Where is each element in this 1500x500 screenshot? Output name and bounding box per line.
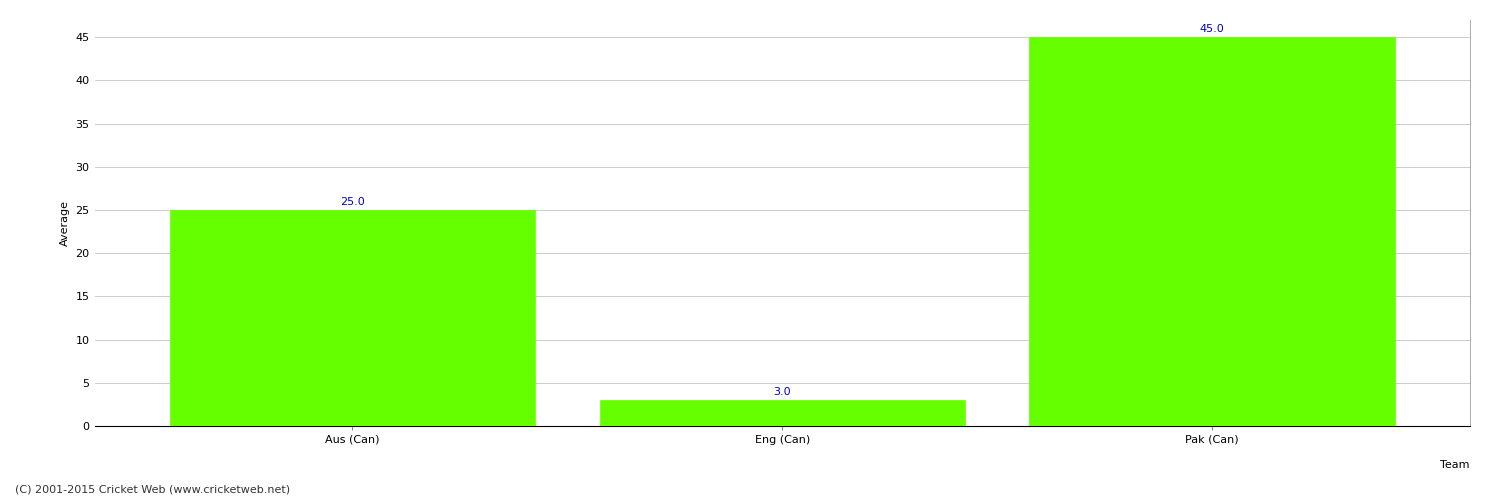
- Bar: [170, 210, 536, 426]
- Bar: [600, 400, 964, 426]
- Text: 3.0: 3.0: [774, 386, 790, 396]
- Bar: [1029, 38, 1395, 426]
- Y-axis label: Average: Average: [60, 200, 70, 246]
- Text: 45.0: 45.0: [1200, 24, 1224, 34]
- Text: (C) 2001-2015 Cricket Web (www.cricketweb.net): (C) 2001-2015 Cricket Web (www.cricketwe…: [15, 485, 290, 495]
- Text: 25.0: 25.0: [340, 196, 364, 206]
- Text: Team: Team: [1440, 460, 1470, 470]
